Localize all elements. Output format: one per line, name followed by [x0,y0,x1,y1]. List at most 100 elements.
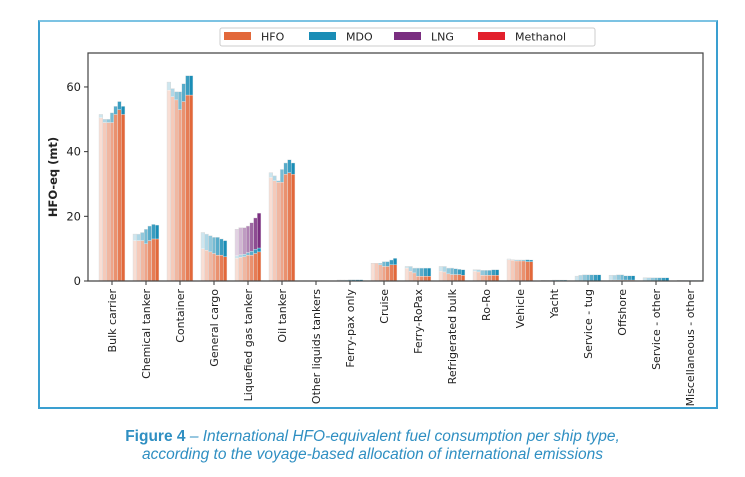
bar-mdo [166,81,171,91]
x-tick-label: Service - tug [582,289,595,359]
bar-mdo [136,233,141,241]
x-tick-label: Offshore [616,289,629,336]
plot-axes [87,52,704,282]
bar-lng [242,227,247,255]
bar-mdo [646,277,651,281]
bar-hfo [404,267,409,282]
bar-mdo [223,240,228,257]
bar-mdo [268,172,273,178]
x-tick-label: General cargo [208,289,221,367]
bar-mdo [665,277,670,281]
bar-hfo [393,264,398,282]
legend-swatch-hfo [224,32,251,40]
bar-lng [253,217,258,250]
bar-mdo [415,267,420,277]
bar-hfo [121,114,126,282]
bar-hfo [181,101,186,282]
bar-mdo [529,259,534,262]
bar-mdo [574,275,579,281]
bar-mdo [487,270,492,276]
bar-group-service-tug: Service - tug [574,274,602,359]
bar-hfo [136,240,141,282]
bar-mdo [650,277,655,281]
bar-hfo [279,182,284,282]
y-tick-label: 40 [66,145,81,159]
bar-group-other-liquids-tankers: Other liquids tankers [302,280,330,404]
bar-mdo [446,267,451,275]
bar-hfo [453,274,458,282]
bar-mdo [453,268,458,275]
bar-hfo [166,90,171,282]
bar-mdo [204,233,209,251]
bar-mdo [593,274,598,281]
bar-group-service-other: Service - other [642,277,670,370]
bar-hfo [472,271,477,282]
bar-mdo [483,270,488,276]
bar-mdo [257,247,262,253]
bar-group-container: Container [166,75,194,343]
bar-hfo [491,275,496,282]
bar-mdo [287,159,292,173]
bar-hfo [98,117,103,282]
x-tick-label: Container [174,289,187,343]
figure-caption: Figure 4 – International HFO-equivalent … [0,428,745,464]
bar-group-refrigerated-bulk: Refrigerated bulk [438,266,466,384]
bar-group-liquefied-gas-tanker: Liquefied gas tanker [234,212,262,401]
bar-mdo [582,274,587,281]
bar-hfo [461,275,466,282]
bar-hfo [370,263,375,282]
bar-hfo [249,254,254,282]
bar-hfo [215,254,220,282]
bar-mdo [249,251,254,256]
x-tick-label: Ro-Ro [480,289,493,321]
bar-hfo [506,259,511,282]
bar-group-cruise: Cruise [370,258,398,324]
bar-hfo [378,264,383,282]
bar-mdo [143,229,148,244]
bar-hfo [211,253,216,282]
bar-hfo [219,254,224,282]
bar-mdo [616,274,621,281]
x-tick-label: Yacht [548,288,561,319]
legend-label-methanol: Methanol [515,31,566,44]
bar-mdo [185,75,190,96]
y-tick-label: 0 [74,274,81,288]
bar-mdo [654,277,659,281]
bar-mdo [98,114,103,118]
y-tick-label: 60 [66,80,81,94]
x-tick-label: Bulk carrier [106,289,119,353]
bar-group-general-cargo: General cargo [200,232,228,367]
bar-hfo [208,251,213,282]
bar-mdo [597,274,602,281]
bar-mdo [608,275,613,281]
bar-mdo [132,233,137,241]
bar-mdo [276,180,281,183]
bar-mdo [238,254,243,258]
bar-group-ferry-ropax: Ferry-RoPax [404,266,432,354]
bar-hfo [257,251,262,282]
bar-mdo [389,259,394,265]
x-tick-label: Cruise [378,289,391,324]
bar-group-yacht: Yacht [540,279,568,319]
bar-hfo [408,271,413,282]
bar-mdo [151,224,156,240]
bar-mdo [631,275,636,281]
bar-lng [238,227,243,255]
bar-hfo [423,275,428,282]
bar-mdo [279,169,284,183]
bar-mdo [106,119,111,123]
bar-mdo [393,258,398,265]
bar-hfo [525,261,530,282]
bar-mdo [215,237,220,256]
bar-mdo [620,274,625,281]
bar-hfo [521,260,526,282]
caption-line1: – International HFO-equivalent fuel cons… [185,428,620,445]
bar-hfo [242,256,247,282]
bar-hfo [374,263,379,282]
bar-mdo [449,267,454,275]
bar-hfo [143,243,148,282]
bar-hfo [283,174,288,282]
x-tick-label: Miscellaneous - other [684,289,697,407]
x-tick-label: Chemical tanker [140,289,153,379]
x-tick-label: Vehicle [514,289,527,329]
